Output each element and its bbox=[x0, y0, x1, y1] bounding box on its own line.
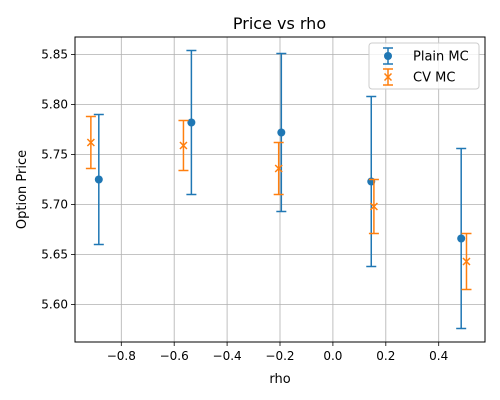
legend-box bbox=[368, 42, 480, 90]
plain-mc-point bbox=[457, 234, 466, 243]
x-tick-label: 0.4 bbox=[429, 349, 448, 363]
cv-mc-point-stroke bbox=[369, 202, 378, 211]
cv-mc-point-stroke bbox=[274, 164, 283, 173]
x-tick-label: −0.2 bbox=[265, 349, 294, 363]
cv-mc-point-stroke bbox=[179, 141, 188, 150]
legend-marker bbox=[383, 72, 393, 82]
x-axis-label: rho bbox=[269, 372, 290, 387]
grid bbox=[75, 37, 485, 342]
x-tick-label: 0.2 bbox=[376, 349, 395, 363]
cv-mc-point bbox=[462, 257, 471, 266]
legend-label: Plain MC bbox=[413, 50, 469, 65]
y-tick-label: 5.70 bbox=[41, 198, 68, 212]
x-tick-label: 0.0 bbox=[323, 349, 342, 363]
cv-mc-point bbox=[86, 138, 95, 147]
cv-mc-point-stroke bbox=[86, 138, 95, 147]
cv-mc-point bbox=[274, 164, 283, 173]
legend: Plain MC CV MC bbox=[368, 42, 480, 90]
x-tick-label: −0.8 bbox=[107, 349, 136, 363]
y-tick-label: 5.60 bbox=[41, 298, 68, 312]
plain-mc-point bbox=[277, 128, 286, 137]
plot-area bbox=[85, 49, 472, 330]
cv-mc-point bbox=[179, 141, 188, 150]
ticks: −0.8 −0.6 −0.4 −0.2 0.0 0.2 0.4 5.60 5.65 5.70 5.7… bbox=[41, 48, 448, 364]
cv-mc-point bbox=[369, 202, 378, 211]
legend-item-cv-mc: CV MC bbox=[383, 68, 455, 86]
legend-item-plain-mc: Plain MC bbox=[383, 47, 469, 65]
chart-title: Price vs rho bbox=[233, 14, 326, 33]
series-plain-mc bbox=[93, 49, 467, 330]
cv-mc-point-stroke bbox=[462, 257, 471, 266]
series-cv-mc bbox=[85, 115, 472, 291]
legend-label: CV MC bbox=[413, 71, 455, 86]
y-tick-label: 5.75 bbox=[41, 148, 68, 162]
x-tick-label: −0.6 bbox=[160, 349, 189, 363]
y-axis-label: Option Price bbox=[15, 150, 30, 229]
y-tick-label: 5.85 bbox=[41, 48, 68, 62]
x-tick-label: −0.4 bbox=[213, 349, 242, 363]
y-tick-label: 5.65 bbox=[41, 248, 68, 262]
y-tick-label: 5.80 bbox=[41, 98, 68, 112]
plain-mc-point bbox=[187, 118, 196, 127]
legend-marker bbox=[384, 52, 392, 60]
plain-mc-point bbox=[94, 175, 103, 184]
legend-marker-stroke bbox=[383, 72, 393, 82]
